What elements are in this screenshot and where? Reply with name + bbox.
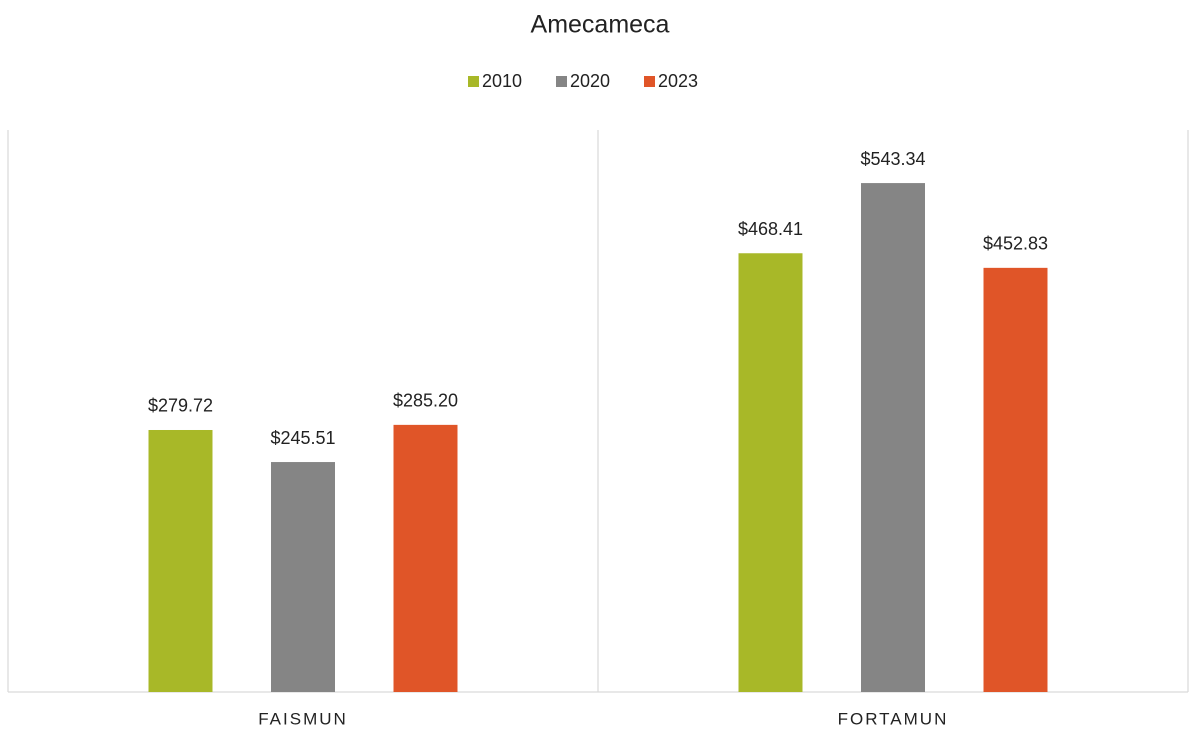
data-label: $452.83 bbox=[983, 234, 1048, 254]
bar bbox=[861, 183, 925, 692]
legend: 2010 2020 2023 bbox=[468, 71, 698, 91]
chart-title: Amecameca bbox=[531, 11, 670, 39]
data-label: $468.41 bbox=[738, 219, 803, 239]
data-label: $279.72 bbox=[148, 396, 213, 416]
legend-label: 2023 bbox=[658, 71, 698, 91]
bar bbox=[271, 462, 335, 692]
bar bbox=[738, 253, 803, 692]
data-label: $543.34 bbox=[860, 149, 925, 169]
legend-label: 2020 bbox=[570, 71, 610, 91]
bar bbox=[148, 429, 213, 692]
x-tick-label: FORTAMUN bbox=[838, 709, 949, 728]
bar bbox=[393, 424, 458, 692]
data-label: $245.51 bbox=[270, 428, 335, 448]
data-label: $285.20 bbox=[393, 391, 458, 411]
x-tick-label: FAISMUN bbox=[258, 709, 348, 728]
legend-swatch bbox=[644, 76, 655, 87]
legend-label: 2010 bbox=[482, 71, 522, 91]
legend-swatch bbox=[468, 76, 479, 87]
legend-swatch bbox=[556, 76, 567, 87]
bar bbox=[983, 267, 1048, 692]
